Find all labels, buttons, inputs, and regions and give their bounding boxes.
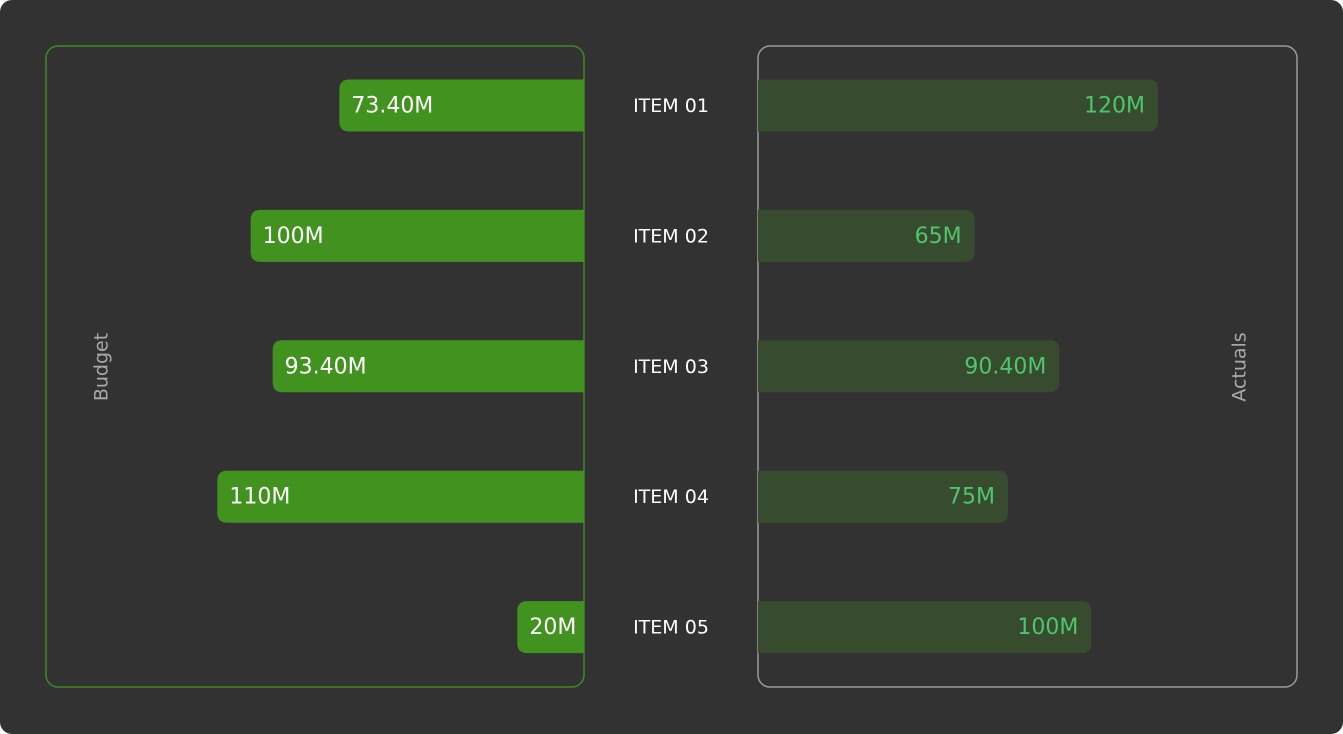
category-label: ITEM 03 [633, 356, 709, 378]
actuals-bar [758, 601, 1092, 654]
actuals-bar [758, 470, 1008, 523]
category-label: ITEM 04 [633, 486, 709, 508]
actuals-panel: Actuals 120M 65M 90.40M 75M 100M [757, 45, 1298, 688]
budget-bar [217, 470, 585, 523]
actuals-bars: 120M 65M 90.40M 75M 100M [758, 79, 1158, 654]
actuals-bar [758, 340, 1060, 393]
actuals-value-label: 90.40M [964, 354, 1046, 379]
actuals-value-label: 65M [915, 224, 962, 249]
actuals-value-label: 120M [1084, 94, 1145, 119]
budget-bars: 73.40M 100M 93.40M 110M 20M [217, 79, 585, 654]
budget-bar [272, 340, 584, 393]
category-label: ITEM 05 [633, 617, 709, 639]
actuals-value-label: 100M [1017, 615, 1078, 640]
category-label: ITEM 02 [633, 225, 709, 247]
budget-value-label: 110M [229, 485, 290, 510]
category-labels: ITEM 01 ITEM 02 ITEM 03 ITEM 04 ITEM 05 [633, 95, 709, 639]
budget-bar [517, 601, 584, 654]
budget-value-label: 100M [263, 224, 324, 249]
actuals-panel-title: Actuals [1229, 332, 1251, 401]
actuals-value-label: 75M [948, 485, 995, 510]
actuals-bar [758, 79, 1158, 132]
category-label: ITEM 01 [633, 95, 709, 117]
budget-panel: Budget 73.40M 100M 93.40M 110M 20M [45, 45, 585, 688]
budget-value-label: 20M [529, 615, 576, 640]
budget-bar [250, 209, 584, 262]
budget-value-label: 73.40M [351, 94, 433, 119]
budget-value-label: 93.40M [285, 354, 367, 379]
actuals-bar [758, 209, 975, 262]
budget-panel-title: Budget [91, 333, 113, 401]
budget-bar [339, 79, 584, 132]
